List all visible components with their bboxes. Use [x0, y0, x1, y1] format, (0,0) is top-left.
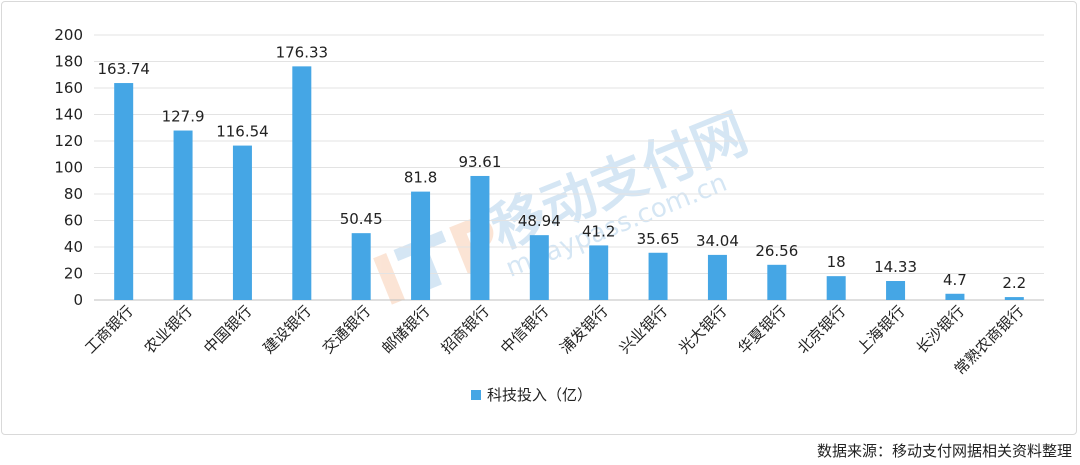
- x-tick-label: 工商银行: [81, 302, 136, 357]
- bar: [173, 130, 193, 300]
- x-tick-label: 招商银行: [438, 302, 493, 357]
- bar-chart: 移动支付网mpaypass.com.cn02040608010012014016…: [54, 26, 1044, 404]
- y-tick-label: 140: [54, 106, 83, 124]
- x-tick-label: 建设银行: [259, 302, 314, 357]
- x-tick-label: 中信银行: [497, 302, 552, 357]
- x-tick-label: 中国银行: [200, 302, 255, 357]
- x-tick-label: 长沙银行: [913, 302, 968, 357]
- legend-label: 科技投入（亿）: [487, 386, 592, 404]
- watermark-logo-bar: [373, 253, 405, 305]
- data-label: 163.74: [97, 60, 150, 78]
- bar: [648, 252, 668, 300]
- bar: [589, 245, 609, 300]
- bar: [292, 66, 312, 300]
- bar: [411, 191, 431, 300]
- bar: [114, 83, 134, 301]
- y-tick-label: 80: [64, 185, 83, 203]
- y-tick-label: 180: [54, 53, 83, 71]
- data-label: 18: [827, 253, 846, 271]
- y-tick-label: 100: [54, 159, 83, 177]
- bar: [529, 235, 549, 300]
- data-label: 2.2: [1002, 274, 1026, 292]
- bar: [707, 254, 727, 300]
- data-label: 81.8: [404, 169, 437, 187]
- y-tick-label: 60: [64, 212, 83, 230]
- y-tick-label: 40: [64, 238, 83, 256]
- x-tick-label: 华夏银行: [734, 302, 789, 357]
- data-label: 50.45: [340, 210, 383, 228]
- bar: [232, 145, 252, 300]
- y-tick-label: 20: [64, 265, 83, 283]
- bar: [826, 276, 846, 300]
- data-label: 127.9: [162, 108, 205, 126]
- bar: [886, 281, 906, 300]
- y-tick-label: 120: [54, 132, 83, 150]
- bar: [767, 264, 787, 300]
- bar: [470, 175, 490, 300]
- data-label: 116.54: [216, 123, 269, 141]
- data-label: 93.61: [458, 153, 501, 171]
- data-label: 34.04: [696, 232, 739, 250]
- x-tick-label: 北京银行: [794, 302, 849, 357]
- bar: [351, 233, 371, 300]
- bar: [1004, 297, 1024, 300]
- y-tick-label: 0: [73, 291, 83, 309]
- data-label: 35.65: [637, 230, 680, 248]
- x-tick-label: 上海银行: [853, 302, 908, 357]
- x-tick-label: 农业银行: [141, 302, 196, 357]
- x-tick-label: 交通银行: [319, 302, 374, 357]
- y-tick-label: 200: [54, 26, 83, 44]
- x-tick-label: 光大银行: [675, 302, 730, 357]
- x-tick-label: 邮储银行: [378, 302, 433, 357]
- data-label: 4.7: [943, 271, 967, 289]
- data-label: 26.56: [755, 242, 798, 260]
- x-tick-label: 浦发银行: [556, 302, 611, 357]
- data-label: 176.33: [276, 43, 329, 61]
- data-label: 48.94: [518, 212, 561, 230]
- y-tick-label: 160: [54, 79, 83, 97]
- legend-swatch: [471, 390, 481, 400]
- source-note: 数据来源：移动支付网据相关资料整理: [816, 442, 1072, 460]
- data-label: 14.33: [874, 258, 917, 276]
- x-tick-label: 兴业银行: [616, 302, 671, 357]
- data-label: 41.2: [582, 222, 615, 240]
- bar: [945, 293, 965, 300]
